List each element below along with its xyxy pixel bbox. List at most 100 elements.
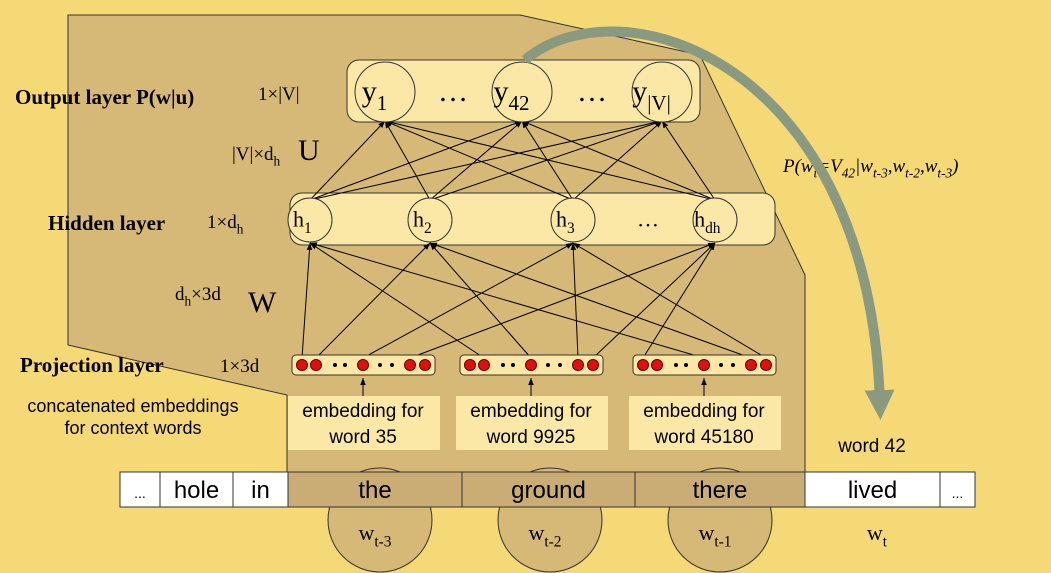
- connection: [309, 120, 523, 201]
- text-part: y: [494, 75, 509, 108]
- text-part: …: [637, 207, 659, 232]
- connection: [429, 120, 663, 201]
- dot: [390, 363, 394, 367]
- connection: [384, 120, 574, 201]
- connection: [315, 242, 431, 359]
- embedding-unit: [745, 359, 757, 371]
- word: there: [693, 477, 748, 504]
- node: [287, 197, 333, 243]
- embedding-label: word 35: [328, 427, 397, 448]
- embedding-unit: [525, 359, 537, 371]
- text-part: P(w: [782, 156, 814, 177]
- matrix-name: U: [298, 134, 320, 167]
- node-label: h1: [293, 207, 312, 238]
- embedding-unit: [478, 359, 490, 371]
- connection: [570, 242, 579, 359]
- embedding-unit: [698, 359, 710, 371]
- embedding-label: word 45180: [653, 427, 753, 448]
- embedding-unit: [760, 359, 772, 371]
- word-cell: [287, 471, 463, 508]
- node: [491, 61, 553, 123]
- subscript: dh: [705, 220, 721, 237]
- word: hole: [174, 477, 219, 504]
- dot: [378, 363, 382, 367]
- connection: [642, 242, 716, 359]
- text-part: h: [293, 207, 304, 232]
- dot: [684, 363, 688, 367]
- subscript: t-3: [937, 166, 952, 181]
- text-part: |w: [855, 156, 873, 177]
- subscript: h: [274, 154, 281, 169]
- connection: [301, 242, 313, 359]
- dot: [674, 363, 678, 367]
- layer-label: Output layer P(w|u): [15, 85, 194, 109]
- word-cell: [804, 471, 941, 508]
- text-part: w: [867, 520, 883, 545]
- node-label: h3: [556, 207, 575, 238]
- embedding-unit: [587, 359, 599, 371]
- layer-dim: 1×dh: [207, 212, 244, 237]
- dot: [501, 363, 505, 367]
- connection: [309, 119, 663, 201]
- word: the: [358, 477, 391, 504]
- node-label: …: [577, 75, 607, 108]
- dot: [333, 363, 337, 367]
- target-label: word 42: [837, 436, 906, 457]
- word-cell: [119, 471, 161, 508]
- embedding-unit: [637, 359, 649, 371]
- subscript: 42: [509, 91, 530, 115]
- dot: [558, 363, 562, 367]
- text-part: |V|×d: [232, 144, 274, 165]
- dot: [731, 363, 735, 367]
- node: [631, 61, 693, 123]
- matrix-dim: |V|×dh: [232, 144, 281, 169]
- embedding-unit: [572, 359, 584, 371]
- matrix-name: W: [248, 286, 277, 319]
- connection: [309, 242, 705, 359]
- connection: [309, 242, 485, 359]
- embedding-box: [629, 396, 781, 450]
- text-part: 1×d: [207, 212, 237, 233]
- word-cell: [232, 471, 289, 508]
- embedding-label: embedding for: [643, 401, 765, 422]
- node: [354, 61, 416, 123]
- subscript: 1: [377, 91, 388, 115]
- dot: [343, 363, 347, 367]
- subscript: t-2: [544, 534, 561, 551]
- subscript: h: [237, 222, 244, 237]
- subscript: 42: [842, 166, 856, 181]
- dot: [511, 363, 515, 367]
- subscript: 3: [567, 220, 575, 237]
- layer-dim: 1×3d: [220, 356, 260, 377]
- node-label: …: [637, 207, 659, 232]
- text-part: h: [694, 207, 705, 232]
- node-label: y|V|: [632, 75, 671, 115]
- connection: [429, 242, 532, 359]
- layer-label: Hidden layer: [48, 211, 165, 235]
- dot: [719, 363, 723, 367]
- context-var: wt-2: [529, 520, 562, 551]
- word: ground: [511, 477, 586, 504]
- subscript: 1: [304, 220, 312, 237]
- connection: [384, 119, 716, 201]
- note: concatenated embeddings: [27, 396, 238, 416]
- subscript: h: [185, 294, 192, 309]
- probability: P(wt=V42|wt-3,wt-2,wt-3): [782, 156, 959, 181]
- text-part: 1×|V|: [258, 84, 300, 105]
- text-part: ): [951, 156, 958, 177]
- node-label: …: [438, 75, 468, 108]
- word: ...: [952, 485, 964, 501]
- matrix-dim: dh×3d: [175, 284, 221, 309]
- node-label: hdh: [694, 207, 721, 238]
- subscript: t-3: [873, 166, 888, 181]
- text-part: d: [175, 284, 185, 305]
- word: lived: [848, 477, 897, 504]
- connection: [362, 242, 574, 359]
- connection: [661, 120, 716, 201]
- subscript: 2: [424, 220, 432, 237]
- context-var: wt-3: [359, 520, 392, 551]
- embedding-label: embedding for: [302, 401, 424, 422]
- subscript: t: [883, 534, 888, 551]
- word: in: [251, 477, 270, 504]
